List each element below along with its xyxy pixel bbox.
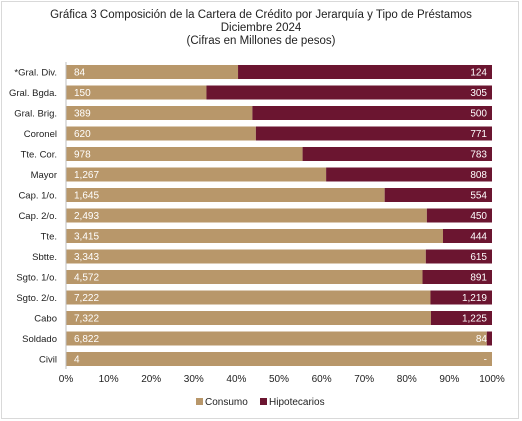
legend-swatch-hipotecarios	[260, 398, 267, 405]
data-label-consumo-13: 6,822	[74, 334, 99, 345]
bar-hipotecarios-13	[486, 331, 492, 346]
bar-consumo-8	[66, 229, 443, 243]
data-label-hipotecarios-0: 124	[470, 68, 487, 79]
category-label-3: Coronel	[24, 129, 57, 140]
bar-hipotecarios-4	[302, 147, 492, 161]
legend-swatch-consumo	[196, 398, 203, 405]
category-label-7: Cap. 2/o.	[18, 211, 57, 222]
bar-consumo-5	[66, 167, 327, 182]
bar-consumo-1	[66, 85, 207, 100]
bar-consumo-4	[66, 147, 303, 161]
x-tick-label-6: 60%	[312, 374, 332, 385]
bar-hipotecarios-0	[238, 65, 492, 79]
x-tick-label-2: 20%	[141, 374, 161, 385]
data-label-hipotecarios-6: 554	[470, 191, 487, 202]
x-tick-label-8: 80%	[397, 374, 417, 385]
bar-hipotecarios-7	[426, 208, 492, 223]
bar-hipotecarios-11	[430, 290, 492, 305]
data-label-hipotecarios-8: 444	[470, 232, 487, 243]
category-label-4: Tte. Cor.	[21, 150, 57, 161]
data-label-consumo-6: 1,645	[74, 191, 99, 202]
data-label-hipotecarios-5: 808	[470, 170, 487, 181]
bar-hipotecarios-2	[252, 106, 492, 120]
data-label-consumo-8: 3,415	[74, 232, 99, 243]
category-label-5: Mayor	[31, 170, 57, 181]
category-label-10: Sgto. 1/o.	[16, 273, 57, 284]
data-label-consumo-5: 1,267	[74, 170, 99, 181]
bar-consumo-3	[66, 126, 256, 141]
bar-hipotecarios-12	[430, 311, 492, 325]
bar-consumo-13	[66, 331, 487, 346]
category-label-8: Tte.	[41, 232, 57, 243]
bar-consumo-0	[66, 65, 239, 79]
bar-consumo-9	[66, 249, 426, 264]
data-label-hipotecarios-11: 1,219	[462, 293, 487, 304]
category-label-1: Gral. Bgda.	[9, 88, 57, 99]
data-label-hipotecarios-9: 615	[470, 252, 487, 263]
data-label-consumo-14: 4	[74, 355, 80, 366]
data-label-hipotecarios-3: 771	[470, 129, 487, 140]
bar-hipotecarios-3	[255, 126, 492, 141]
category-label-6: Cap. 1/o.	[18, 191, 57, 202]
chart-title-line-1: Gráfica 3 Composición de la Cartera de C…	[50, 9, 472, 21]
data-label-hipotecarios-12: 1,225	[462, 314, 487, 325]
x-tick-label-9: 90%	[439, 374, 459, 385]
data-label-hipotecarios-4: 783	[470, 150, 487, 161]
bar-consumo-7	[66, 208, 427, 223]
bar-consumo-14	[66, 352, 492, 366]
x-tick-label-3: 30%	[184, 374, 204, 385]
bar-hipotecarios-8	[442, 229, 492, 243]
data-label-consumo-12: 7,322	[74, 314, 99, 325]
data-label-consumo-9: 3,343	[74, 252, 99, 263]
bar-hipotecarios-1	[206, 85, 492, 100]
data-label-hipotecarios-1: 305	[470, 88, 487, 99]
category-label-11: Sgto. 2/o.	[16, 293, 57, 304]
x-tick-label-0: 0%	[59, 374, 74, 385]
bar-consumo-11	[66, 290, 431, 305]
data-label-consumo-11: 7,222	[74, 293, 99, 304]
x-tick-label-4: 40%	[226, 374, 246, 385]
data-label-consumo-1: 150	[74, 88, 91, 99]
data-label-hipotecarios-14: -	[484, 355, 487, 366]
bar-consumo-6	[66, 188, 385, 202]
bar-hipotecarios-6	[384, 188, 492, 202]
x-tick-label-5: 50%	[269, 374, 289, 385]
bar-consumo-12	[66, 311, 431, 325]
data-label-hipotecarios-10: 891	[470, 273, 487, 284]
category-label-14: Civil	[39, 355, 57, 366]
bar-hipotecarios-5	[326, 167, 492, 182]
data-label-consumo-2: 389	[74, 109, 91, 120]
x-tick-label-7: 70%	[354, 374, 374, 385]
chart-title-line-2: Diciembre 2024	[220, 22, 302, 34]
legend-label-hipotecarios: Hipotecarios	[269, 397, 325, 408]
data-label-consumo-4: 978	[74, 150, 91, 161]
chart-title-line-3: (Cifras en Millones de pesos)	[186, 35, 336, 47]
category-label-12: Cabo	[34, 314, 57, 325]
category-label-13: Soldado	[22, 334, 57, 345]
bar-hipotecarios-9	[425, 249, 492, 264]
data-label-hipotecarios-2: 500	[470, 109, 487, 120]
category-label-9: Sbtte.	[32, 252, 57, 263]
legend-label-consumo: Consumo	[205, 397, 248, 408]
bar-hipotecarios-10	[422, 270, 492, 284]
data-label-consumo-7: 2,493	[74, 211, 99, 222]
bar-consumo-10	[66, 270, 423, 284]
category-label-2: Gral. Brig.	[14, 109, 57, 120]
x-tick-label-10: 100%	[479, 374, 505, 385]
data-label-consumo-10: 4,572	[74, 273, 99, 284]
data-label-consumo-3: 620	[74, 129, 91, 140]
bar-consumo-2	[66, 106, 253, 120]
data-label-hipotecarios-13: 84	[476, 334, 488, 345]
x-tick-label-1: 10%	[99, 374, 119, 385]
data-label-hipotecarios-7: 450	[470, 211, 487, 222]
data-label-consumo-0: 84	[74, 68, 86, 79]
category-label-0: *Gral. Div.	[14, 68, 57, 79]
